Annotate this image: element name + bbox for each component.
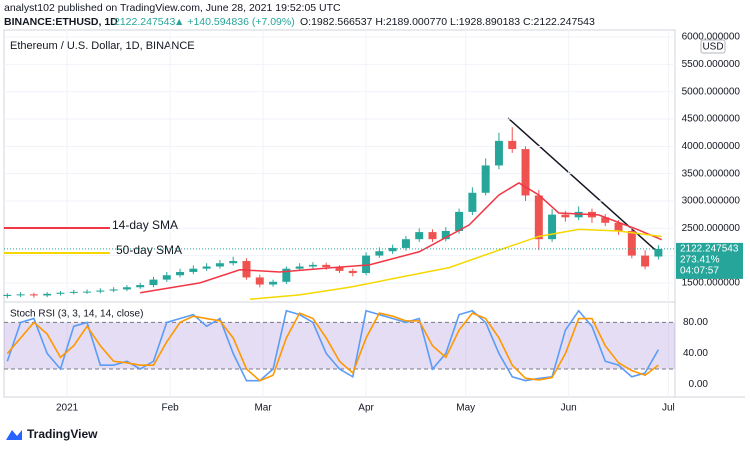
candle-body: [109, 289, 118, 291]
sma-label: 50-day SMA: [116, 243, 182, 257]
candle-body: [136, 285, 145, 288]
candle-body: [269, 281, 278, 285]
candle-body: [388, 247, 397, 252]
y-tick-label: 0.00: [689, 379, 709, 390]
candle-body: [83, 291, 92, 293]
y-tick-label: 3000.000000: [682, 196, 741, 207]
currency: USD: [702, 42, 723, 53]
candle-body: [561, 214, 570, 218]
price-badge-value: 2122.247543: [680, 244, 739, 255]
candle-body: [215, 263, 224, 267]
x-tick-label: Apr: [358, 403, 374, 414]
candle-body: [282, 268, 291, 282]
candle-body: [295, 266, 304, 269]
candle-body: [401, 239, 410, 248]
candle-body: [16, 294, 25, 296]
x-tick-label: Mar: [254, 403, 272, 414]
candle-body: [96, 290, 105, 292]
sma-line: [140, 182, 663, 294]
candle-body: [428, 232, 437, 240]
candle-body: [189, 268, 198, 272]
header-price: 2122.247543: [114, 16, 175, 28]
candle-body: [229, 261, 238, 264]
candle-body: [43, 293, 52, 296]
sma-line: [249, 228, 662, 301]
candle-body: [521, 149, 530, 196]
stoch-line: [6, 312, 659, 382]
candle-body: [3, 294, 12, 296]
symbol: BINANCE:ETHUSD, 1D: [4, 16, 118, 28]
candle-body: [362, 255, 371, 274]
candle-body: [654, 248, 663, 257]
y-tick-label: 4000.000000: [682, 141, 741, 152]
price-badge-change: 273.41%: [680, 255, 720, 266]
candle-body: [494, 140, 503, 166]
candle-body: [335, 267, 344, 271]
x-tick-label: Jul: [662, 403, 675, 414]
y-tick-label: 5000.000000: [682, 86, 741, 97]
candle-body: [322, 264, 331, 268]
candle-body: [441, 230, 450, 240]
y-tick-label: 80.00: [683, 317, 708, 328]
candle-body: [308, 264, 317, 267]
candle-body: [202, 266, 211, 269]
y-tick-label: 4500.000000: [682, 114, 741, 125]
candle-body: [122, 287, 131, 290]
candle-body: [455, 211, 464, 231]
candle-body: [149, 279, 158, 286]
candle-body: [601, 217, 610, 223]
price-badge: [676, 242, 743, 279]
candle-body: [534, 195, 543, 240]
brand-logo: [6, 430, 22, 440]
header-ohlc: O:1982.566537 H:2189.000770 L:1928.89018…: [300, 16, 595, 28]
header-change: ▲ +140.594836 (+7.09%): [174, 16, 295, 28]
candle-body: [627, 230, 636, 256]
brand: TradingView: [27, 427, 98, 441]
candle-body: [468, 192, 477, 212]
candle-body: [255, 277, 264, 285]
candle-body: [69, 291, 78, 293]
x-tick-label: 2021: [56, 403, 79, 414]
publisher-line: analyst102 published on TradingView.com,…: [4, 2, 341, 14]
x-tick-label: Feb: [161, 403, 179, 414]
y-tick-label: 5500.000000: [682, 59, 741, 70]
candle-body: [242, 261, 251, 278]
candle-body: [56, 292, 65, 294]
x-tick-label: Jun: [561, 403, 577, 414]
y-tick-label: 1500.000000: [682, 278, 741, 289]
y-tick-label: 3500.000000: [682, 168, 741, 179]
currency-box: [700, 39, 726, 54]
y-tick-label: 2500.000000: [682, 223, 741, 234]
pane-title: Ethereum / U.S. Dollar, 1D, BINANCE: [10, 40, 195, 52]
candle-body: [481, 165, 490, 193]
x-tick-label: May: [456, 403, 475, 414]
stoch-line: [6, 309, 660, 382]
candle-body: [641, 255, 650, 267]
candle-body: [548, 214, 557, 240]
price-badge-countdown: 04:07:57: [680, 266, 719, 277]
sma-label: 14-day SMA: [112, 218, 178, 232]
y-tick-label: 6000.000000: [682, 32, 741, 43]
candle-body: [162, 275, 171, 280]
candle-body: [375, 251, 384, 256]
y-tick-label: 40.00: [683, 348, 708, 359]
candle-body: [348, 270, 357, 274]
candle-body: [415, 232, 424, 240]
candle-body: [176, 271, 185, 276]
candle-body: [29, 294, 38, 296]
candle-body: [508, 140, 517, 150]
candle-body: [614, 222, 623, 231]
indicator-title: Stoch RSI (3, 3, 14, 14, close): [10, 309, 143, 320]
